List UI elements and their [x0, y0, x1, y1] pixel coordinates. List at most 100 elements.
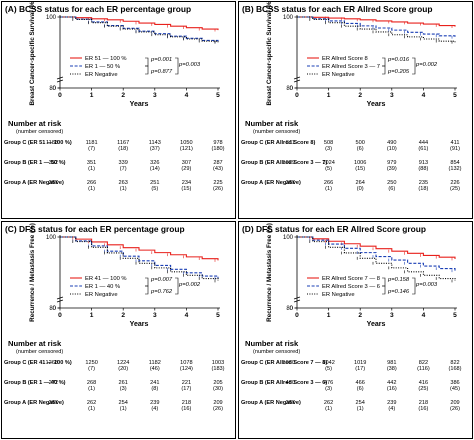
risk-count-cell: 209 (26) — [206, 400, 230, 413]
risk-count: 1224 — [116, 360, 130, 366]
censored-count: (121) — [179, 146, 193, 153]
risk-count-cell: 263 (1) — [111, 180, 135, 193]
risk-count: 261 — [118, 380, 128, 386]
risk-count-baseline: 267 — [285, 180, 295, 186]
censored-count: (43) — [213, 166, 223, 173]
risk-count: 476 — [323, 380, 334, 386]
risk-count-cell: 262 (1) — [317, 400, 341, 413]
x-tick-label: 4 — [422, 92, 426, 99]
axis-break-mark — [56, 76, 64, 83]
risk-count: 1181 — [85, 140, 98, 146]
risk-count-cell: 1024 (5) — [317, 160, 341, 173]
censored-count: (38) — [386, 366, 397, 373]
risk-count-cell: 226 (25) — [443, 180, 467, 193]
risk-row-label: Group C (ER 51 — 100 %) — [4, 140, 72, 146]
risk-count: 262 — [323, 400, 334, 406]
risk-count: 822 — [418, 360, 429, 366]
risk-row: Group A (ER Negative) 267 262 (1) 254 (1) 239(… — [4, 400, 235, 420]
risk-count: 1024 — [322, 160, 335, 166]
x-tick-label: 3 — [390, 312, 394, 319]
risk-count: 490 — [387, 140, 397, 146]
risk-count-cell: 466 (6) — [348, 380, 372, 393]
series-line-2 — [60, 236, 219, 279]
p-bracket — [175, 277, 179, 295]
risk-count: 205 — [213, 380, 223, 386]
legend-label: ER 41 — 100 % — [85, 276, 127, 282]
number-at-risk-title: Number at risk — [8, 119, 62, 128]
p-value-label: p=0.002 — [178, 282, 201, 288]
y-tick-label: 0 — [53, 86, 57, 92]
p-value-label: p=0.877 — [150, 69, 173, 75]
axis-break-mark — [56, 296, 64, 303]
risk-count: 241 — [150, 380, 160, 386]
censored-count: (1) — [325, 186, 333, 193]
risk-row: Group A (ER Negative) 267 262 (1) 254 (1) 239(… — [241, 400, 472, 420]
censored-count: (3) — [325, 146, 333, 153]
x-tick-label: 5 — [216, 312, 220, 319]
censored-count: (183) — [211, 366, 225, 373]
y-axis-label: Breast Cancer-specific Survival (%) — [266, 2, 273, 106]
risk-count-baseline: 1268 — [45, 360, 58, 366]
censored-count: (18) — [418, 186, 429, 193]
risk-row-label: Group B (ER Allred Score 3 — 7) — [241, 160, 328, 166]
y-tick-label: 0 — [290, 86, 294, 92]
risk-row: Group C (ER 41 — 100 %) 1268 1250 (7) 1224 (2… — [4, 360, 235, 380]
risk-count: 266 — [86, 180, 97, 186]
censored-count: (5) — [325, 366, 333, 373]
censored-count: (45) — [450, 386, 460, 393]
risk-row-label: Group C (ER Allred Score 7 — 8) — [241, 360, 328, 366]
risk-row: Group C (ER Allred Score 7 — 8) 1060 1042(… — [241, 360, 472, 380]
x-tick-label: 0 — [58, 312, 62, 319]
risk-count: 1042 — [322, 360, 335, 366]
risk-count: 913 — [418, 160, 429, 166]
p-bracket — [145, 65, 149, 75]
censored-count: (20) — [118, 366, 129, 373]
x-axis-label: Years — [130, 321, 149, 328]
censored-count: (5) — [325, 166, 333, 173]
censored-count: (17) — [181, 386, 192, 393]
x-tick-label: 4 — [422, 312, 426, 319]
x-tick-label: 4 — [185, 92, 189, 99]
p-bracket — [145, 277, 149, 287]
risk-count: 508 — [323, 140, 334, 146]
risk-row-label: Group A (ER Negative) — [241, 180, 301, 186]
censored-count: (6) — [356, 146, 364, 153]
x-tick-label: 3 — [153, 312, 157, 319]
risk-count-cell: 1224 (20) — [111, 360, 135, 373]
risk-count-cell: 287 (43) — [206, 160, 230, 173]
censored-count: (180) — [211, 146, 225, 153]
risk-count: 978 — [213, 140, 223, 146]
panel-title: (A) BCSS status for each ER percentage g… — [5, 4, 192, 14]
censored-count: (7) — [119, 166, 127, 173]
x-tick-label: 1 — [90, 312, 94, 319]
panel-b: (B) BCSS status for each ER Allred Score… — [238, 1, 473, 219]
risk-count-cell: 264 (0) — [348, 180, 372, 193]
risk-count: 226 — [450, 180, 460, 186]
y-tick-label: 0 — [290, 306, 294, 312]
censored-count: (30) — [213, 386, 223, 393]
km-plot: 080 100 0 1 2 3 4 5 Years Recurrence / Metastasis… — [29, 223, 220, 328]
km-plot: 080 100 0 1 2 3 4 5 Years Breast Cancer-specific … — [29, 2, 220, 108]
p-value-label: p=0.002 — [415, 62, 438, 68]
censored-count: (3) — [119, 386, 127, 393]
censored-count: (16) — [418, 406, 429, 413]
risk-count-cell: 1042 (5) — [317, 360, 341, 373]
censored-count: (1) — [119, 406, 127, 413]
risk-count: 262 — [86, 400, 97, 406]
panel-title: (B) BCSS status for each ER Allred Score… — [242, 4, 433, 14]
number-at-risk-title: Number at risk — [8, 339, 62, 348]
p-bracket — [145, 285, 149, 295]
series-line-3 — [60, 16, 219, 43]
legend-label: ER Allred Score 3 — 6 — [322, 284, 380, 290]
series-line-3 — [60, 236, 219, 282]
legend-label: ER Negative — [322, 292, 355, 298]
risk-count-cell: 351 (1) — [80, 160, 104, 173]
x-tick-label: 0 — [58, 92, 62, 99]
censored-count: (37) — [149, 146, 160, 153]
p-bracket — [382, 285, 386, 295]
series-line-2 — [60, 16, 219, 42]
risk-count-baseline: 480 — [285, 380, 295, 386]
risk-count-cell: 241 (8) — [143, 380, 167, 393]
y-tick-label: 100 — [46, 235, 57, 241]
risk-count-cell: 822 (168) — [443, 360, 467, 373]
